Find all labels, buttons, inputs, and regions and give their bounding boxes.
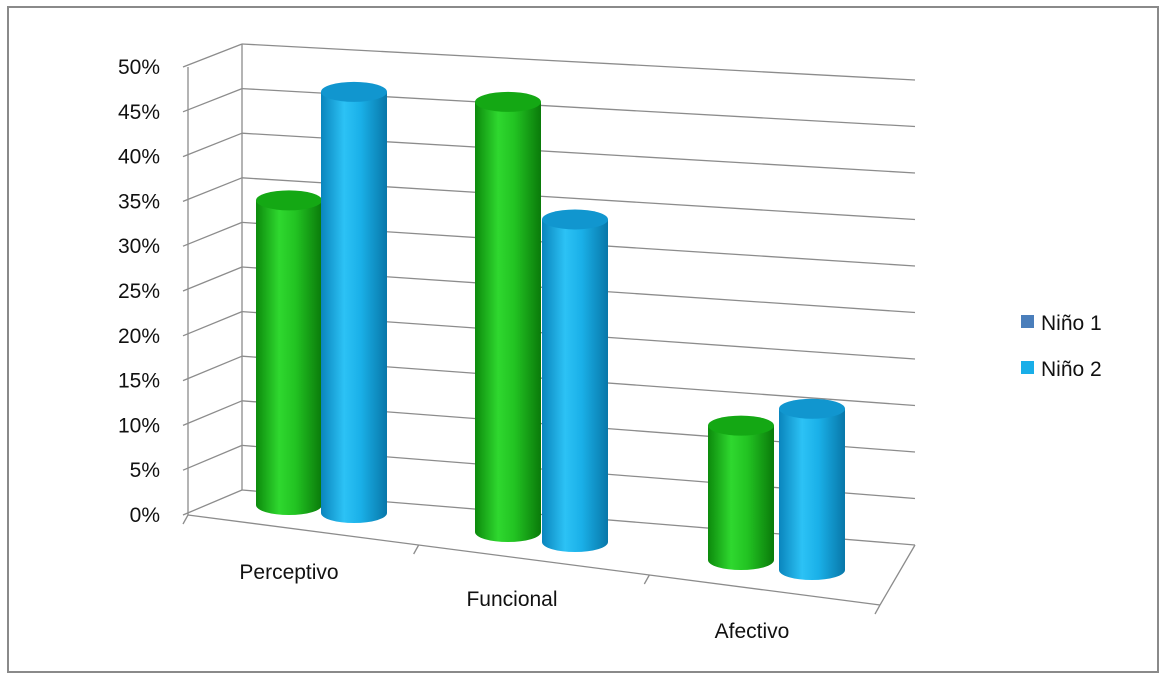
legend-label-nino-2: Niño 2 bbox=[1041, 358, 1102, 381]
bar-niño-1-perceptivo bbox=[256, 190, 322, 516]
cylinder-body bbox=[475, 101, 541, 543]
x-tick bbox=[182, 514, 189, 525]
bar-niño-2-perceptivo bbox=[321, 81, 387, 523]
x-tick bbox=[413, 544, 420, 555]
y-tick-labels: 0% 5% 10% 15% 20% 25% 30% 35% 40% 45% 50% bbox=[118, 56, 160, 527]
y-tick-label: 35% bbox=[118, 190, 160, 213]
y-tick-label: 30% bbox=[118, 235, 160, 258]
bars bbox=[256, 81, 845, 580]
cylinder-body bbox=[321, 91, 387, 523]
cylinder-body bbox=[256, 200, 322, 516]
legend-swatch-nino-1 bbox=[1021, 315, 1034, 328]
y-tick-label: 5% bbox=[130, 459, 160, 482]
y-tick-label: 10% bbox=[118, 414, 160, 437]
axes bbox=[182, 44, 916, 615]
y-tick-label: 15% bbox=[118, 370, 160, 393]
side-gridline bbox=[182, 444, 243, 471]
legend-label-nino-1: Niño 1 bbox=[1041, 312, 1102, 335]
x-tick bbox=[643, 574, 650, 585]
cylinder-body bbox=[708, 425, 774, 570]
side-gridline bbox=[182, 87, 243, 113]
bar-niño-2-funcional bbox=[542, 209, 608, 552]
side-gridline bbox=[182, 310, 243, 337]
side-gridline bbox=[182, 177, 243, 203]
cylinder-top bbox=[256, 190, 322, 211]
legend-swatch-nino-2 bbox=[1021, 361, 1034, 374]
floor-right-edge bbox=[879, 544, 916, 606]
side-gridline bbox=[182, 266, 243, 292]
legend: Niño 1 Niño 2 bbox=[1021, 312, 1102, 381]
y-tick-label: 40% bbox=[118, 146, 160, 169]
side-gridline bbox=[182, 355, 243, 382]
category-label: Perceptivo bbox=[239, 561, 338, 584]
category-label: Afectivo bbox=[715, 620, 790, 643]
gridline bbox=[241, 43, 916, 81]
y-tick-label: 0% bbox=[130, 504, 160, 527]
x-axis bbox=[187, 514, 881, 606]
cylinder-top bbox=[542, 209, 608, 230]
bar-niño-1-funcional bbox=[475, 91, 541, 543]
side-gridline bbox=[182, 132, 243, 158]
y-tick-label: 45% bbox=[118, 101, 160, 124]
y-tick-label: 50% bbox=[118, 56, 160, 79]
side-gridline bbox=[182, 400, 243, 426]
cylinder-top bbox=[475, 91, 541, 112]
bar-niño-1-afectivo bbox=[708, 415, 774, 570]
side-gridline bbox=[182, 489, 243, 516]
side-gridline bbox=[182, 221, 243, 247]
cylinder-top bbox=[708, 415, 774, 436]
cylinder-top bbox=[321, 81, 387, 102]
y-tick-label: 20% bbox=[118, 325, 160, 348]
cylinder-body bbox=[779, 408, 845, 580]
bar-niño-2-afectivo bbox=[779, 398, 845, 580]
side-gridline bbox=[182, 43, 243, 68]
y-tick-label: 25% bbox=[118, 280, 160, 303]
cylinder-top bbox=[779, 398, 845, 419]
category-label: Funcional bbox=[466, 588, 557, 611]
category-labels: Perceptivo Funcional Afectivo bbox=[239, 561, 789, 643]
cylinder-body bbox=[542, 219, 608, 552]
x-tick bbox=[874, 604, 881, 615]
